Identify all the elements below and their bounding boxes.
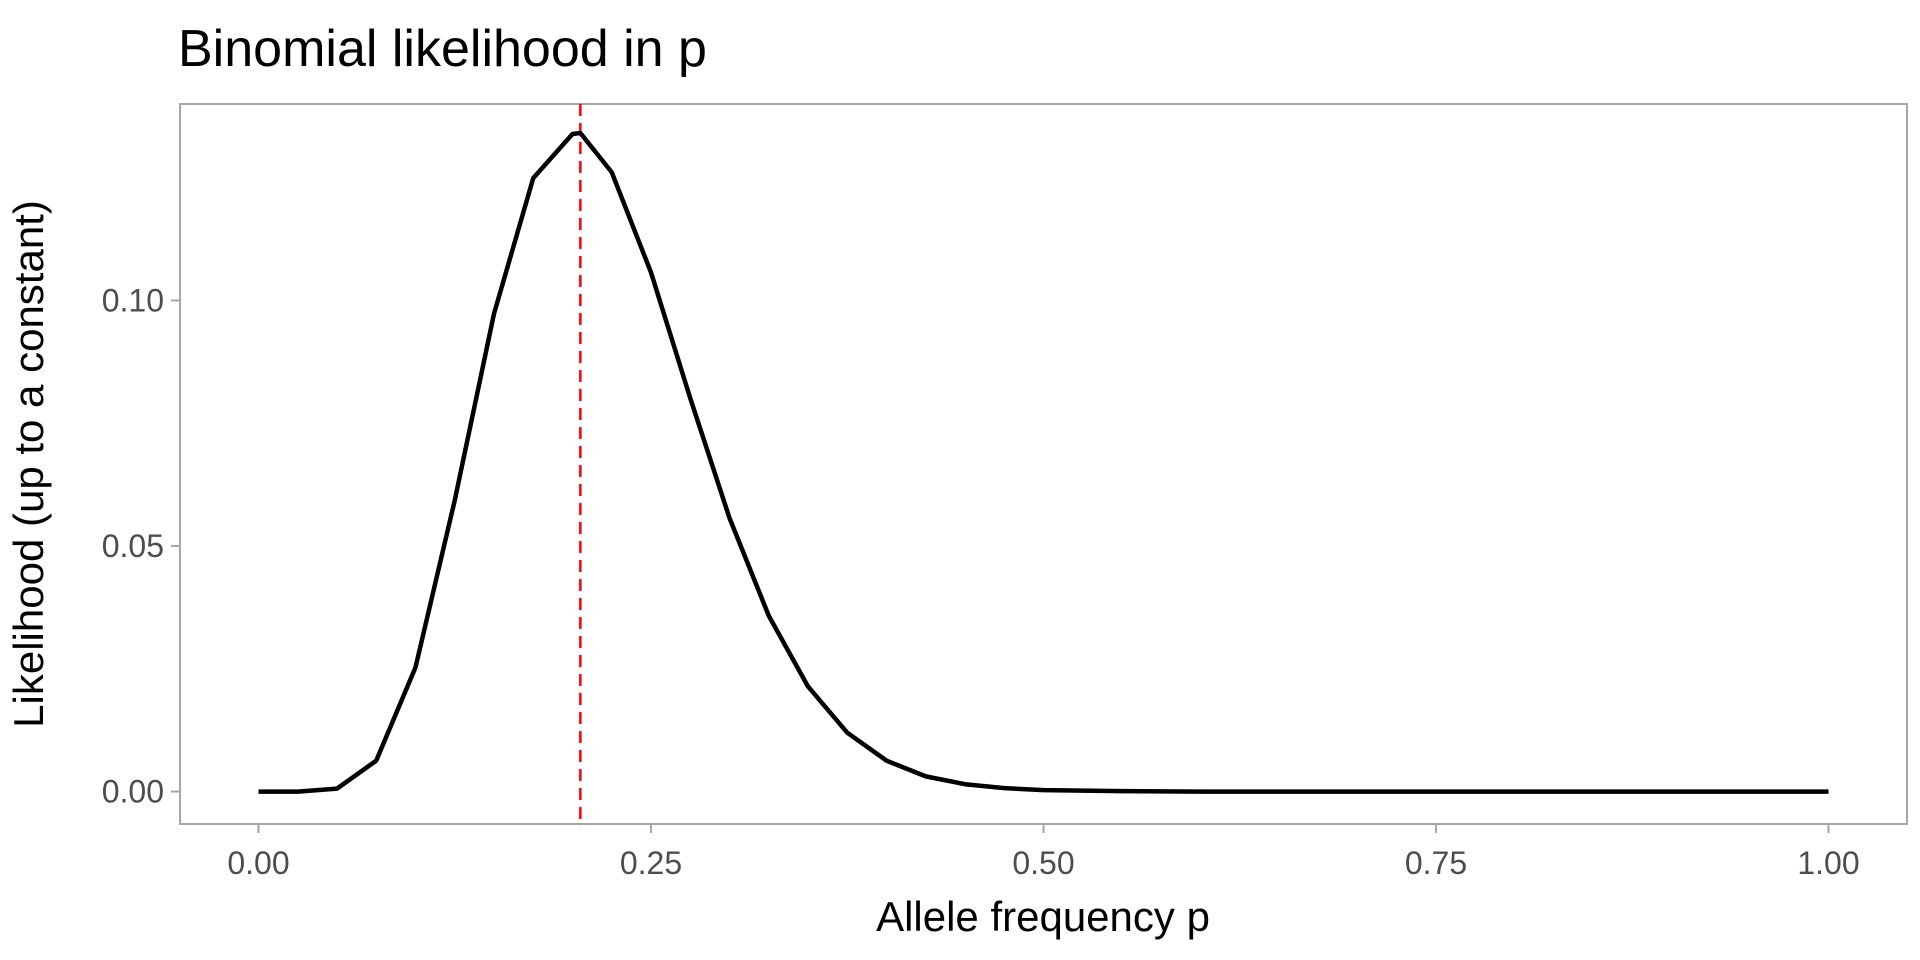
y-tick-label: 0.05	[102, 528, 164, 564]
x-axis: 0.00 0.25 0.50 0.75 1.00	[227, 824, 1860, 881]
x-tick-label: 1.00	[1797, 845, 1859, 881]
chart-title: Binomial likelihood in p	[178, 20, 707, 78]
x-tick-label: 0.00	[227, 845, 289, 881]
x-tick-label: 0.50	[1012, 845, 1074, 881]
x-axis-title: Allele frequency p	[876, 893, 1210, 940]
x-tick-label: 0.75	[1405, 845, 1467, 881]
plot-panel	[179, 103, 1908, 825]
likelihood-curve	[258, 130, 1829, 794]
y-axis-title: Likelihood (up to a constant)	[5, 200, 52, 728]
y-axis: 0.00 0.05 0.10	[102, 282, 180, 810]
y-tick-label: 0.10	[102, 282, 164, 318]
y-tick-label: 0.00	[102, 774, 164, 810]
x-tick-label: 0.25	[620, 845, 682, 881]
